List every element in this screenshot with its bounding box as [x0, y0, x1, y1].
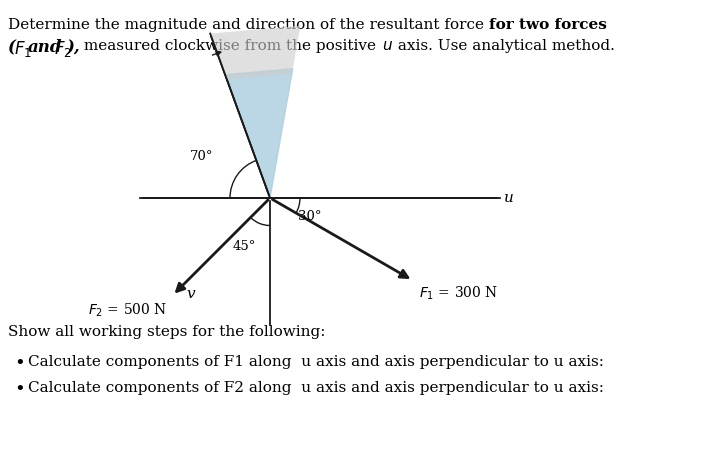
Text: for two forces: for two forces	[489, 18, 607, 32]
Text: Calculate components of F2 along  u axis and axis perpendicular to u axis:: Calculate components of F2 along u axis …	[28, 381, 604, 395]
Text: (: (	[8, 39, 16, 56]
Text: and: and	[28, 39, 62, 56]
Text: 30°: 30°	[298, 209, 322, 223]
Text: ),: ),	[67, 39, 81, 56]
Text: v: v	[187, 287, 195, 300]
Text: Calculate components of F1 along  u axis and axis perpendicular to u axis:: Calculate components of F1 along u axis …	[28, 355, 604, 369]
Text: u: u	[504, 191, 514, 205]
Polygon shape	[225, 69, 293, 198]
Text: axis. Use analytical method.: axis. Use analytical method.	[393, 39, 615, 53]
Text: measured clockwise from the positive: measured clockwise from the positive	[79, 39, 381, 53]
Text: $\mathit{F}_2$: $\mathit{F}_2$	[54, 39, 72, 59]
Text: Show all working steps for the following:: Show all working steps for the following…	[8, 325, 325, 339]
Text: $u$: $u$	[382, 39, 393, 53]
Text: $F_2$ = 500 N: $F_2$ = 500 N	[88, 301, 168, 319]
Text: $\mathit{F}_1$: $\mathit{F}_1$	[14, 39, 32, 59]
Text: $F_1$ = 300 N: $F_1$ = 300 N	[419, 284, 498, 302]
Text: •: •	[14, 381, 25, 399]
Text: 45°: 45°	[232, 239, 256, 252]
Text: •: •	[14, 355, 25, 373]
Text: Determine the magnitude and direction of the resultant force: Determine the magnitude and direction of…	[8, 18, 489, 32]
Polygon shape	[210, 25, 300, 80]
Text: 70°: 70°	[190, 150, 214, 163]
